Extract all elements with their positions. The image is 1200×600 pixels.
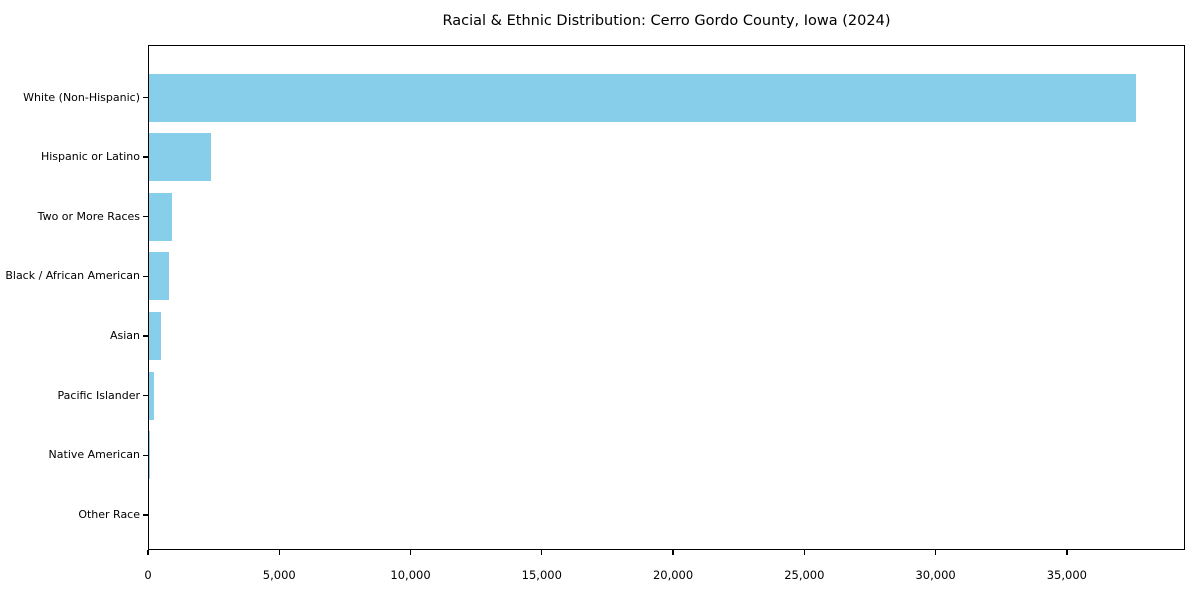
plot-area (148, 45, 1185, 550)
bar-asian (148, 312, 162, 361)
y-tick-label: Pacific Islander (57, 388, 140, 402)
y-tick-label: Asian (109, 329, 140, 343)
x-tick-label: 0 (144, 568, 152, 582)
y-tick (143, 454, 148, 456)
y-tick (143, 216, 148, 218)
x-tick-label: 30,000 (915, 568, 956, 582)
chart-title: Racial & Ethnic Distribution: Cerro Gord… (442, 13, 891, 29)
bar-two-or-more-races (148, 192, 173, 241)
x-tick-label: 10,000 (390, 568, 431, 582)
bar-hispanic-or-latino (148, 133, 211, 182)
x-tick-label: 35,000 (1046, 568, 1087, 582)
y-tick-label: Black / African American (5, 269, 140, 283)
x-tick-label: 25,000 (784, 568, 825, 582)
y-tick-label: Hispanic or Latino (40, 150, 140, 164)
x-tick (672, 550, 674, 555)
y-tick-label: Native American (48, 448, 140, 462)
bar-native-american (148, 431, 150, 480)
y-tick (143, 335, 148, 337)
x-tick-label: 5,000 (262, 568, 296, 582)
bar-other-race (148, 490, 149, 539)
x-tick-label: 15,000 (521, 568, 562, 582)
x-tick (409, 550, 412, 555)
y-tick-label: Other Race (78, 507, 140, 521)
x-tick (803, 550, 805, 555)
y-tick (143, 275, 148, 278)
y-tick (143, 96, 148, 99)
bar-pacific-islander (148, 371, 154, 420)
y-tick (143, 395, 148, 397)
y-tick (143, 156, 148, 158)
y-tick (143, 514, 148, 516)
x-tick (1066, 550, 1068, 555)
y-tick-label: Two or More Races (37, 209, 140, 223)
x-tick (934, 550, 937, 555)
x-tick-label: 20,000 (652, 568, 694, 582)
bar-black-african-american (148, 252, 169, 301)
x-tick (278, 550, 280, 555)
bar-white-non-hispanic (148, 73, 1137, 122)
y-tick-label: White (Non-Hispanic) (23, 90, 140, 104)
x-tick (147, 550, 149, 555)
x-tick (541, 550, 543, 555)
